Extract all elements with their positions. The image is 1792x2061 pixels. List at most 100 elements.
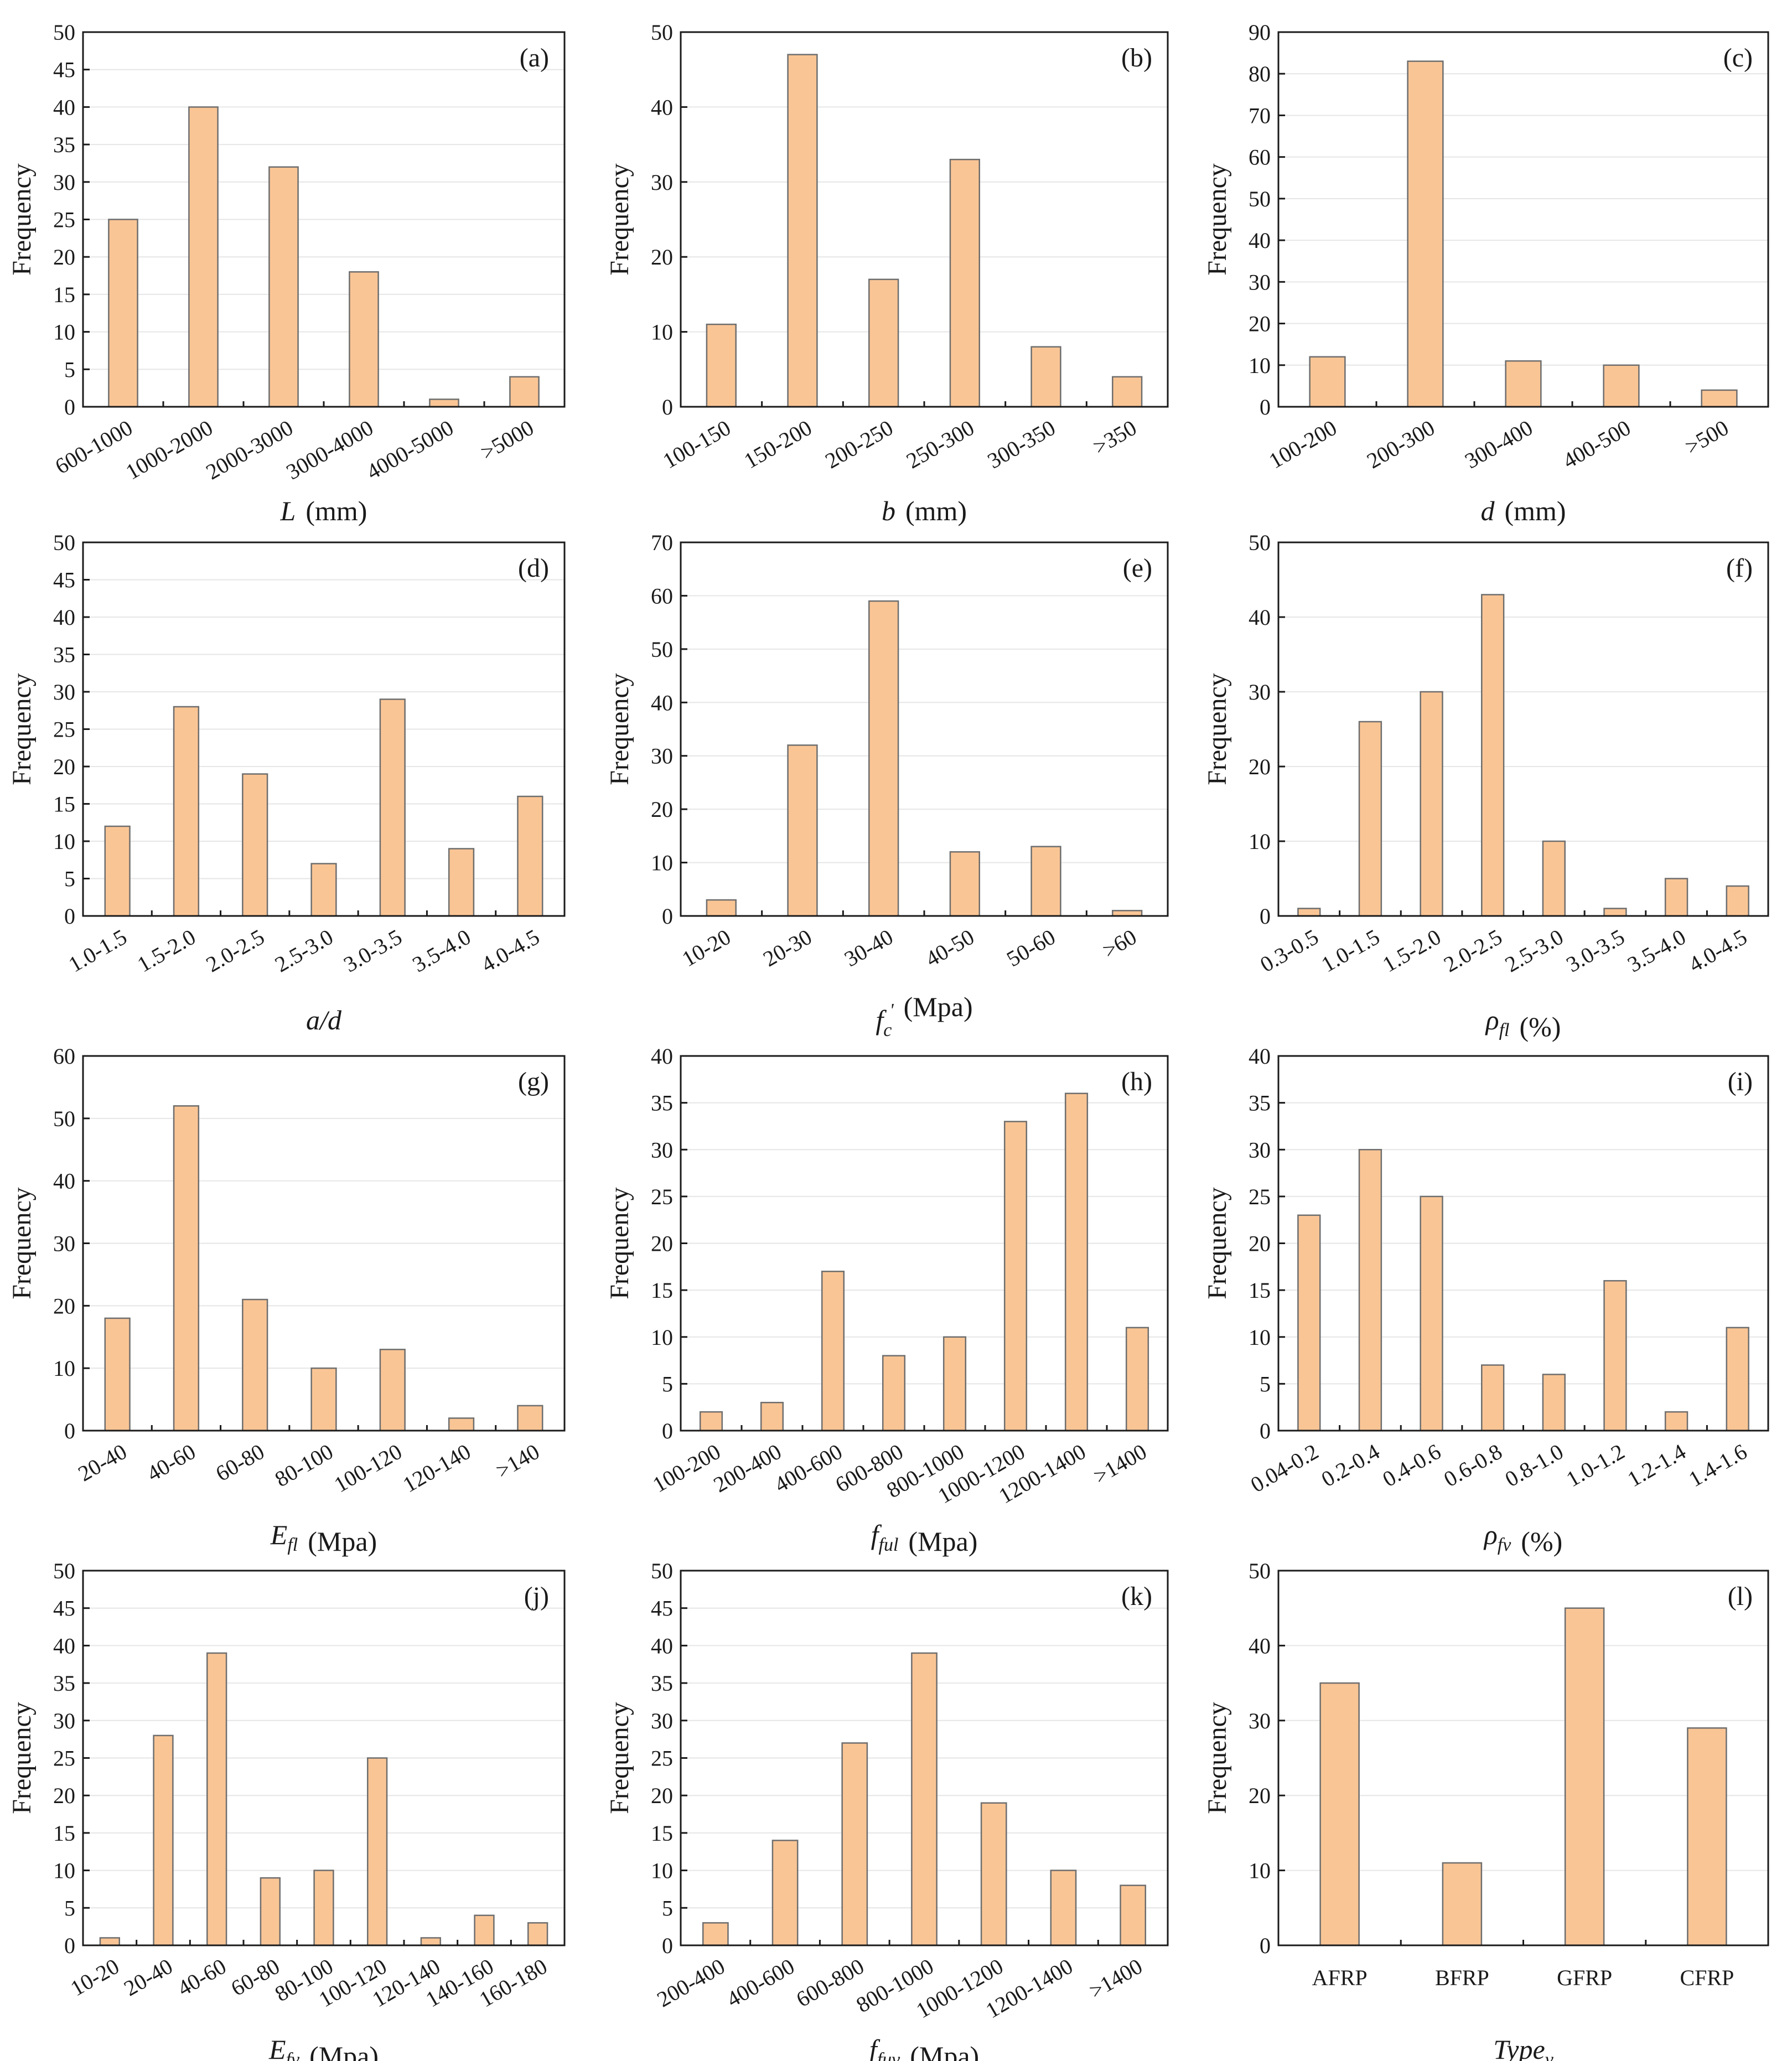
panel-label: (i) [1728, 1067, 1753, 1096]
y-tick-label: 40 [651, 95, 673, 120]
chart-panel-b: 0 10 20 30 40 50 100-150 150-200 200-250 250-300 3… [605, 20, 1169, 526]
x-tick-label: 400-600 [770, 1439, 847, 1498]
bar-d-5 [379, 698, 406, 917]
y-tick-label: 0 [662, 1933, 673, 1958]
y-tick-label: 40 [651, 1633, 673, 1658]
bar-e-3 [868, 600, 899, 917]
y-axis-title: Frequency [1203, 1702, 1232, 1814]
x-tick-label: 100-150 [659, 415, 735, 474]
x-tick-label: 20-30 [759, 924, 816, 972]
bar-h-3 [821, 1271, 845, 1432]
x-tick-label: >1400 [1089, 1439, 1151, 1489]
x-tick-label: 600-1000 [51, 415, 137, 479]
bar-d-3 [242, 773, 268, 917]
y-axis-title: Frequency [7, 1702, 37, 1814]
chart-panel-c: 0 10 20 30 40 50 60 70 80 90 100-200 200-300 300-400… [1203, 20, 1769, 526]
y-tick-label: 35 [1249, 1091, 1271, 1116]
x-tick-label: 250-300 [902, 415, 978, 474]
chart-panel-d: 0 5 10 15 20 25 30 35 40 45 50 1.0-1.5 1.5-2.0 2.0-2.… [7, 530, 566, 1035]
x-tick-label: 100-200 [649, 1439, 725, 1498]
panel-label: (j) [524, 1582, 549, 1611]
x-tick-label: 1.0-1.5 [1317, 924, 1384, 977]
y-tick-label: 20 [651, 797, 673, 822]
bar-g-2 [173, 1105, 200, 1432]
bar-e-2 [787, 744, 818, 917]
y-tick-label: 10 [1249, 353, 1271, 378]
x-tick-label: 200-400 [652, 1954, 729, 2012]
y-tick-label: 50 [53, 20, 75, 45]
bar-h-4 [882, 1355, 906, 1432]
x-tick-label: 200-300 [1363, 415, 1439, 474]
y-tick-label: 40 [53, 95, 75, 120]
y-tick-label: 5 [64, 357, 75, 382]
y-tick-label: 25 [53, 717, 75, 742]
y-tick-label: 40 [1249, 605, 1271, 630]
x-tick-label: 3.5-4.0 [1623, 924, 1690, 977]
bar-l-1 [1319, 1682, 1360, 1946]
y-tick-label: 5 [1260, 1371, 1271, 1396]
chart-panel-j: 0510152025303540455010-2020-4040-6060-80… [7, 1558, 566, 2061]
x-tick-label: 0.2-0.4 [1317, 1439, 1384, 1492]
y-tick-label: 10 [1249, 1325, 1271, 1350]
y-tick-label: 40 [651, 690, 673, 715]
bar-e-1 [706, 899, 737, 917]
y-tick-label: 25 [53, 208, 75, 232]
bar-j-2 [153, 1734, 174, 1946]
y-tick-label: 40 [1249, 1044, 1271, 1069]
x-axis-title: a/d [306, 1004, 342, 1035]
x-tick-label: 40-60 [173, 1954, 230, 2001]
x-tick-label: >140 [491, 1439, 543, 1483]
y-tick-label: 15 [53, 282, 75, 307]
x-tick-label: 3000-4000 [282, 415, 377, 485]
x-tick-label: 100-200 [1265, 415, 1341, 474]
x-tick-label: GFRP [1557, 1965, 1612, 1990]
y-tick-label: 60 [1249, 145, 1271, 170]
x-tick-label: 4.0-4.5 [477, 924, 544, 977]
y-tick-label: 40 [53, 1633, 75, 1658]
y-tick-label: 90 [1249, 20, 1271, 45]
y-tick-label: 0 [64, 1418, 75, 1443]
bar-c-5 [1701, 389, 1738, 408]
bar-g-6 [448, 1417, 475, 1432]
panel-label: (d) [518, 553, 549, 583]
y-tick-label: 10 [53, 1858, 75, 1883]
y-tick-label: 0 [662, 1418, 673, 1443]
panel-label: (b) [1121, 43, 1152, 73]
bar-j-6 [367, 1757, 388, 1946]
x-axis-title: ρfl (%) [1485, 1004, 1561, 1042]
y-tick-label: 5 [662, 1371, 673, 1396]
x-tick-label: 50-60 [1002, 924, 1059, 972]
bar-a-5 [429, 398, 459, 408]
bar-h-8 [1125, 1327, 1149, 1432]
y-tick-label: 5 [64, 1896, 75, 1920]
x-tick-label: 10-20 [678, 924, 735, 972]
y-tick-label: 5 [64, 867, 75, 892]
x-tick-label: 10-20 [66, 1954, 123, 2001]
bar-i-2 [1358, 1149, 1382, 1432]
y-tick-label: 20 [651, 1783, 673, 1808]
bar-b-5 [1030, 346, 1061, 408]
bar-l-3 [1564, 1607, 1605, 1946]
panel-label: (a) [520, 43, 549, 73]
x-tick-label: 20-40 [120, 1954, 177, 2001]
bar-d-7 [517, 795, 543, 917]
y-tick-label: 15 [53, 792, 75, 817]
y-tick-label: 0 [1260, 1933, 1271, 1958]
x-tick-label: 1.2-1.4 [1623, 1439, 1690, 1492]
y-axis-title: Frequency [605, 1702, 634, 1814]
bar-l-2 [1442, 1862, 1483, 1946]
x-tick-label: 2.0-2.5 [1439, 924, 1506, 977]
chart-panel-l: 0 10 20 30 40 50 AFRP BFRP GFRP CFRP (l) Frequency T… [1203, 1558, 1769, 2061]
bar-b-4 [949, 158, 980, 408]
bar-k-7 [1120, 1884, 1147, 1946]
bar-i-8 [1726, 1327, 1749, 1432]
x-axis-title: fc' (Mpa) [876, 991, 972, 1040]
y-axis-title: Frequency [7, 163, 37, 276]
y-axis-title: Frequency [605, 163, 634, 276]
bar-j-3 [206, 1652, 227, 1946]
plot-frame [1277, 541, 1769, 917]
x-tick-label: 300-400 [1460, 415, 1537, 474]
x-tick-label: 60-80 [211, 1439, 268, 1487]
y-tick-label: 35 [53, 643, 75, 667]
